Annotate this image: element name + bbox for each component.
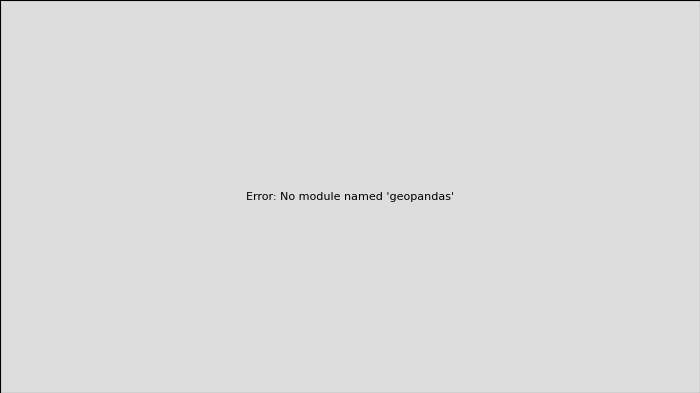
Text: Error: No module named 'geopandas': Error: No module named 'geopandas' bbox=[246, 191, 454, 202]
